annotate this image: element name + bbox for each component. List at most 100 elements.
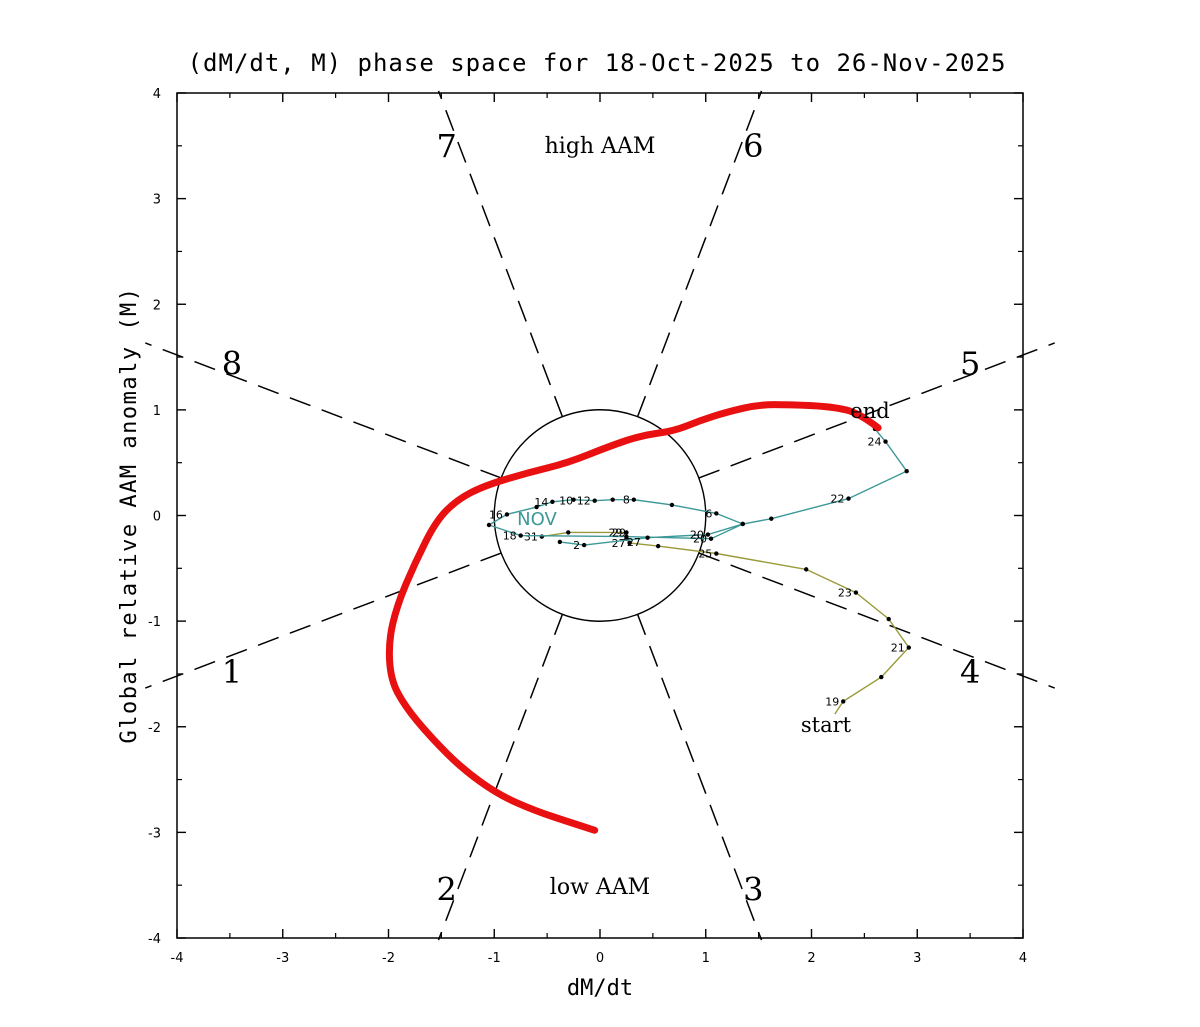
data-point [518, 533, 523, 538]
day-label: 10 [559, 495, 573, 508]
day-label: 25 [698, 548, 712, 561]
month-label-nov: NOV [517, 509, 557, 530]
phase-boundary-line [145, 342, 502, 479]
day-label: 27 [627, 536, 641, 549]
x-tick-label: 0 [596, 951, 604, 966]
data-point [879, 674, 884, 680]
phase-label-5: 5 [960, 344, 980, 382]
x-tick-label: -3 [276, 951, 289, 966]
day-label: 21 [891, 642, 905, 655]
low-aam-label: low AAM [550, 875, 650, 900]
y-tick-label: 4 [153, 87, 161, 102]
day-label: 16 [489, 508, 503, 521]
data-point [534, 504, 539, 510]
phase-boundary-line [636, 613, 763, 941]
day-label: 23 [838, 587, 852, 600]
phase-boundary-line [698, 342, 1055, 479]
data-point [769, 516, 774, 521]
data-point [886, 616, 891, 622]
phase-boundary-line [145, 552, 502, 689]
data-point [841, 699, 846, 704]
y-tick-label: -2 [148, 721, 161, 736]
series-line-oct [541, 531, 910, 715]
phase-boundary-line [698, 552, 1055, 689]
y-tick-label: -3 [148, 826, 161, 841]
data-point [631, 497, 637, 502]
end-label: end [850, 399, 889, 423]
x-tick-label: -1 [488, 951, 501, 966]
day-label: 31 [524, 531, 538, 544]
data-point [883, 439, 888, 444]
data-point [504, 512, 510, 517]
data-point [655, 543, 661, 549]
day-label: 2 [573, 539, 580, 552]
day-label: 12 [577, 495, 591, 508]
data-point [645, 535, 650, 540]
high-aam-label: high AAM [545, 134, 656, 159]
y-tick-label: 2 [153, 298, 161, 313]
day-label: 19 [825, 695, 839, 708]
data-point [624, 534, 629, 539]
data-point [740, 521, 745, 527]
series-line-nov [487, 428, 908, 546]
data-point [846, 496, 851, 501]
day-label: 6 [705, 507, 712, 520]
phase-label-4: 4 [960, 653, 980, 691]
plot-frame [176, 92, 1024, 939]
data-point [566, 530, 571, 535]
phase-boundary-line [636, 90, 763, 418]
day-label: 22 [831, 493, 845, 506]
x-tick-label: 1 [702, 951, 710, 966]
data-point [550, 499, 555, 504]
data-point [581, 542, 587, 548]
unit-circle [493, 409, 707, 622]
phase-boundary-line [437, 613, 564, 941]
start-label: start [801, 713, 852, 737]
phase-label-7: 7 [436, 127, 456, 165]
day-label: 20 [693, 533, 707, 546]
day-label: 24 [868, 436, 882, 449]
data-point [610, 497, 615, 502]
data-point [714, 551, 719, 556]
phase-label-1: 1 [222, 653, 242, 691]
data-point [592, 498, 597, 503]
phase-boundary-line [437, 90, 564, 418]
data-point [624, 530, 629, 535]
x-tick-label: 2 [807, 951, 815, 966]
y-axis-label: Global relative AAM anomaly (M) [117, 286, 142, 743]
x-tick-label: -2 [382, 951, 395, 966]
red-forecast-overlay [385, 401, 882, 834]
y-tick-label: -4 [148, 932, 161, 947]
data-point [669, 502, 675, 508]
y-tick-label: 0 [153, 510, 161, 525]
phase-label-2: 2 [436, 870, 456, 908]
phase-label-6: 6 [743, 127, 763, 165]
data-point [906, 645, 911, 650]
day-label: 18 [503, 530, 517, 543]
x-tick-label: 3 [913, 951, 921, 966]
data-point [539, 534, 545, 539]
data-point [557, 539, 563, 545]
x-tick-label: 4 [1019, 951, 1027, 966]
chart-title: (dM/dt, M) phase space for 18-Oct-2025 t… [188, 49, 1007, 77]
x-tick-label: -4 [171, 951, 184, 966]
y-tick-label: 1 [153, 404, 161, 419]
data-point [714, 511, 719, 516]
x-axis-label: dM/dt [567, 976, 633, 1001]
data-point [705, 532, 711, 537]
day-label: 20 [690, 529, 704, 542]
data-point [804, 567, 809, 572]
data-point [486, 522, 492, 528]
phase-label-3: 3 [743, 870, 763, 908]
phase-label-8: 8 [222, 344, 242, 382]
data-point [708, 536, 714, 541]
data-point [627, 540, 632, 546]
day-label: 8 [623, 494, 630, 507]
day-label: 29 [612, 526, 626, 539]
y-tick-label: -1 [148, 615, 161, 630]
data-point [853, 590, 859, 595]
data-point [904, 468, 909, 474]
data-point [571, 497, 576, 502]
